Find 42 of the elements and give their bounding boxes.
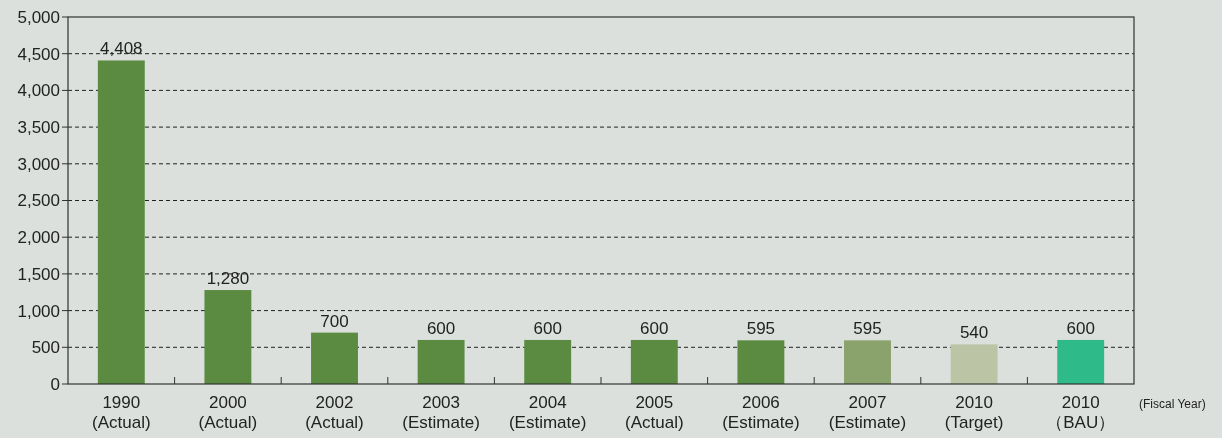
data-label: 595 xyxy=(746,319,776,339)
bar xyxy=(630,339,678,384)
bar xyxy=(1057,339,1105,384)
y-tick-label: 4,000 xyxy=(17,81,60,101)
bar xyxy=(204,290,252,384)
bar xyxy=(524,339,572,384)
y-tick-label: 3,000 xyxy=(17,154,60,174)
data-label: 595 xyxy=(853,319,882,339)
y-tick-label: 0 xyxy=(50,374,60,394)
bar xyxy=(97,60,145,384)
y-tick-label: 5,000 xyxy=(17,7,60,27)
x-tick-label: 1990 (Actual) xyxy=(92,393,151,432)
x-tick-label: 2006 (Estimate) xyxy=(722,393,800,432)
y-tick-label: 1,000 xyxy=(17,301,60,321)
bar xyxy=(311,332,358,384)
x-tick-label: 2010 （BAU） xyxy=(1046,393,1116,432)
y-tick-label: 2,500 xyxy=(17,191,60,211)
bar xyxy=(417,339,465,384)
data-label: 600 xyxy=(426,318,456,338)
x-tick-label: 2000 (Actual) xyxy=(198,393,258,432)
x-tick-label: 2003 (Estimate) xyxy=(402,393,480,432)
data-label: 600 xyxy=(640,318,669,338)
bar xyxy=(844,340,891,384)
x-tick-label: 2007 (Estimate) xyxy=(828,393,907,432)
bar xyxy=(950,344,998,384)
x-axis-title: (Fiscal Year) xyxy=(1139,397,1206,411)
data-label: 540 xyxy=(959,323,989,343)
x-tick-label: 2002 (Actual) xyxy=(305,393,364,432)
data-label: 1,280 xyxy=(206,269,250,289)
data-label: 4,408 xyxy=(100,39,143,59)
y-tick-label: 500 xyxy=(31,338,60,358)
y-tick-label: 4,500 xyxy=(17,44,60,64)
y-tick-label: 3,500 xyxy=(17,118,60,138)
data-label: 600 xyxy=(533,318,562,338)
x-tick-label: 2005 (Actual) xyxy=(625,393,684,432)
x-tick-label: 2010 (Target) xyxy=(944,393,1004,432)
y-tick-label: 2,000 xyxy=(17,228,60,248)
bar xyxy=(737,340,785,384)
y-tick-label: 1,500 xyxy=(17,264,60,284)
data-label: 600 xyxy=(1066,318,1095,338)
data-label: 700 xyxy=(320,311,349,331)
x-tick-label: 2004 (Estimate) xyxy=(508,393,587,432)
